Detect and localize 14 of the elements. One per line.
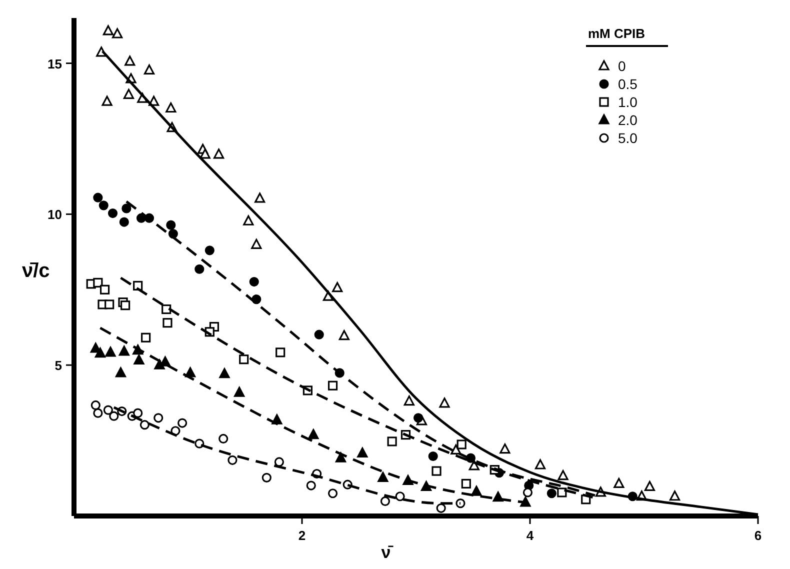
legend-label: 2.0 [618,112,638,128]
legend-label: 0.5 [618,76,638,92]
x-tick-label: 4 [526,528,534,543]
y-tick-label: 15 [48,56,62,72]
x-tick-label: 6 [754,528,762,543]
legend-label: 0 [618,58,626,74]
legend-title: mM CPIB [588,26,646,41]
x-tick-label: 2 [298,528,306,543]
legend-label: 1.0 [618,94,638,110]
x-axis-title: ν̄ [381,543,394,562]
y-axis-title: ν̄/c [22,260,50,282]
y-tick-label: 5 [54,358,62,374]
legend-label: 5.0 [618,130,638,146]
y-tick-label: 10 [48,207,62,222]
